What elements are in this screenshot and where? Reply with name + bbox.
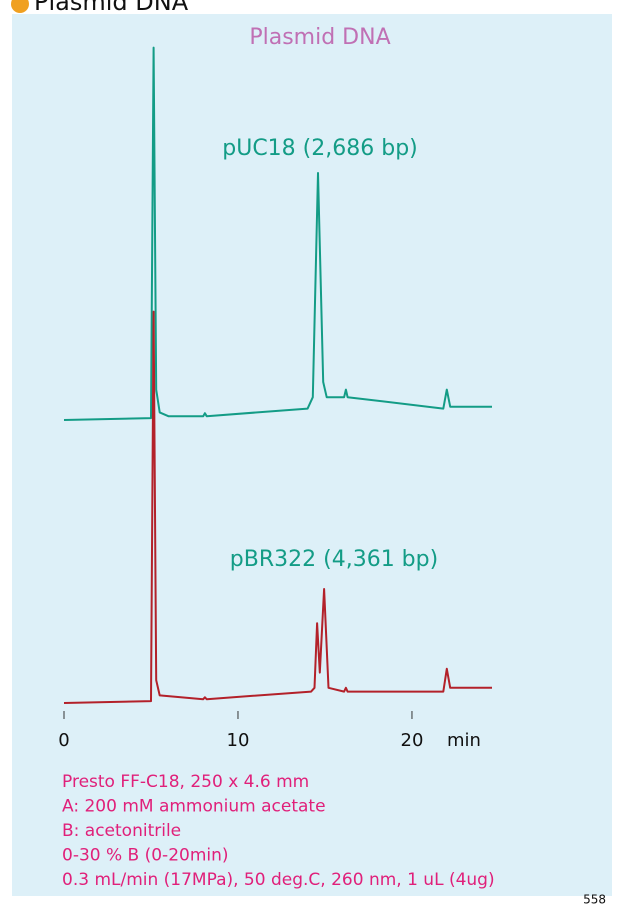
trace-label: pBR322 (4,361 bp) — [230, 547, 438, 572]
header: Plasmid DNA — [34, 0, 189, 16]
x-tick-label: 0 — [58, 730, 69, 751]
x-axis-label: min — [447, 730, 481, 751]
condition-line: Presto FF-C18, 250 x 4.6 mm — [62, 772, 309, 792]
condition-line: 0-30 % B (0-20min) — [62, 846, 229, 866]
x-tick-label: 10 — [227, 730, 250, 751]
panel-background — [12, 14, 612, 896]
trace — [63, 310, 492, 704]
x-tick-label: 20 — [401, 730, 424, 751]
trace — [63, 46, 492, 421]
condition-line: A: 200 mM ammonium acetate — [62, 797, 326, 817]
chart-title: Plasmid DNA — [249, 25, 390, 50]
page-number: 558 — [583, 893, 606, 907]
trace-label: pUC18 (2,686 bp) — [222, 136, 418, 161]
header-bullet — [11, 0, 29, 13]
conditions: Presto FF-C18, 250 x 4.6 mm A: 200 mM amm… — [62, 772, 495, 890]
condition-line: B: acetonitrile — [62, 821, 181, 841]
condition-line: 0.3 mL/min (17MPa), 50 deg.C, 260 nm, 1 … — [62, 870, 495, 890]
